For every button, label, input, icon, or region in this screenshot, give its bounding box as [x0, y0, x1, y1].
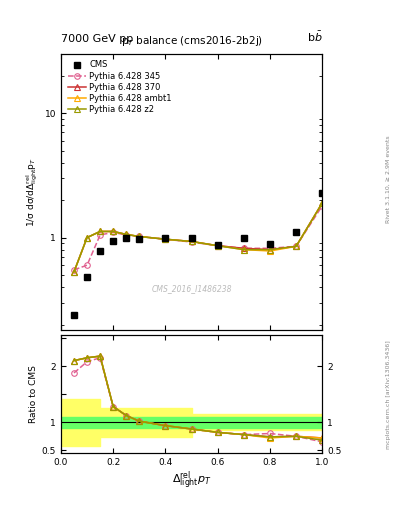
CMS: [72, 312, 76, 318]
Pythia 6.428 z2: [320, 200, 325, 206]
Pythia 6.428 z2: [294, 243, 299, 249]
Pythia 6.428 370: [215, 243, 220, 249]
Pythia 6.428 z2: [72, 269, 76, 275]
Pythia 6.428 345: [215, 243, 220, 249]
Line: Pythia 6.428 370: Pythia 6.428 370: [71, 200, 325, 274]
Pythia 6.428 345: [111, 229, 116, 236]
Pythia 6.428 ambt1: [98, 228, 103, 234]
X-axis label: $\Delta^{\rm rel}_{\rm light}p_{T}$: $\Delta^{\rm rel}_{\rm light}p_{T}$: [172, 470, 211, 492]
CMS: [320, 189, 325, 196]
Line: Pythia 6.428 345: Pythia 6.428 345: [71, 203, 325, 273]
Text: mcplots.cern.ch [arXiv:1306.3436]: mcplots.cern.ch [arXiv:1306.3436]: [386, 340, 391, 449]
CMS: [124, 234, 129, 241]
Pythia 6.428 ambt1: [215, 243, 220, 249]
Text: 7000 GeV pp: 7000 GeV pp: [61, 33, 133, 44]
Pythia 6.428 345: [85, 262, 90, 268]
Pythia 6.428 370: [111, 228, 116, 234]
Pythia 6.428 ambt1: [124, 231, 129, 238]
Pythia 6.428 345: [294, 243, 299, 249]
CMS: [215, 242, 220, 248]
Text: Rivet 3.1.10, ≥ 2.9M events: Rivet 3.1.10, ≥ 2.9M events: [386, 135, 391, 223]
Pythia 6.428 370: [268, 247, 272, 253]
Pythia 6.428 z2: [98, 228, 103, 234]
Y-axis label: Ratio to CMS: Ratio to CMS: [29, 365, 37, 423]
Legend: CMS, Pythia 6.428 345, Pythia 6.428 370, Pythia 6.428 ambt1, Pythia 6.428 z2: CMS, Pythia 6.428 345, Pythia 6.428 370,…: [65, 58, 174, 116]
Pythia 6.428 ambt1: [85, 234, 90, 241]
CMS: [163, 234, 168, 241]
Pythia 6.428 ambt1: [72, 269, 76, 275]
Pythia 6.428 370: [241, 245, 246, 251]
CMS: [137, 236, 142, 242]
Line: CMS: CMS: [71, 189, 325, 318]
Pythia 6.428 345: [163, 236, 168, 242]
CMS: [189, 234, 194, 241]
Pythia 6.428 ambt1: [320, 200, 325, 206]
Pythia 6.428 370: [320, 200, 325, 206]
Pythia 6.428 345: [124, 232, 129, 238]
CMS: [294, 229, 299, 236]
Pythia 6.428 z2: [241, 247, 246, 253]
Pythia 6.428 ambt1: [163, 236, 168, 242]
Pythia 6.428 ambt1: [241, 247, 246, 253]
Pythia 6.428 345: [320, 203, 325, 209]
CMS: [241, 234, 246, 241]
Pythia 6.428 345: [98, 232, 103, 238]
Pythia 6.428 z2: [124, 231, 129, 238]
CMS: [85, 274, 90, 280]
Text: b$\bar{b}$: b$\bar{b}$: [307, 29, 322, 44]
Pythia 6.428 z2: [215, 243, 220, 249]
Pythia 6.428 z2: [85, 234, 90, 241]
CMS: [111, 239, 116, 245]
Pythia 6.428 z2: [163, 236, 168, 242]
Pythia 6.428 370: [137, 233, 142, 240]
Pythia 6.428 345: [189, 239, 194, 245]
Pythia 6.428 ambt1: [111, 228, 116, 234]
Pythia 6.428 ambt1: [268, 248, 272, 254]
Line: Pythia 6.428 z2: Pythia 6.428 z2: [71, 200, 325, 274]
Pythia 6.428 370: [98, 228, 103, 234]
Pythia 6.428 ambt1: [137, 233, 142, 240]
Pythia 6.428 z2: [189, 239, 194, 245]
CMS: [268, 241, 272, 247]
Line: Pythia 6.428 ambt1: Pythia 6.428 ambt1: [71, 200, 325, 274]
Pythia 6.428 370: [124, 231, 129, 238]
Pythia 6.428 370: [163, 236, 168, 242]
Pythia 6.428 z2: [111, 228, 116, 234]
Text: CMS_2016_I1486238: CMS_2016_I1486238: [151, 284, 232, 293]
Pythia 6.428 370: [294, 243, 299, 249]
Pythia 6.428 370: [85, 234, 90, 241]
Pythia 6.428 345: [72, 267, 76, 273]
Pythia 6.428 ambt1: [294, 243, 299, 249]
Pythia 6.428 z2: [137, 233, 142, 240]
Y-axis label: 1/σ dσ/dΔ$^{\rm rel}_{\rm light}$p$_{T}$: 1/σ dσ/dΔ$^{\rm rel}_{\rm light}$p$_{T}$: [25, 157, 40, 227]
Pythia 6.428 370: [189, 239, 194, 245]
Pythia 6.428 370: [72, 269, 76, 275]
Pythia 6.428 345: [268, 245, 272, 251]
Pythia 6.428 z2: [268, 247, 272, 253]
Pythia 6.428 ambt1: [189, 239, 194, 245]
Pythia 6.428 345: [137, 233, 142, 240]
CMS: [98, 248, 103, 254]
Pythia 6.428 345: [241, 245, 246, 251]
Text: $10^{-1}$: $10^{-1}$: [61, 342, 82, 354]
Text: p$_{T}$ balance (cms2016-2b2j): p$_{T}$ balance (cms2016-2b2j): [121, 34, 263, 48]
